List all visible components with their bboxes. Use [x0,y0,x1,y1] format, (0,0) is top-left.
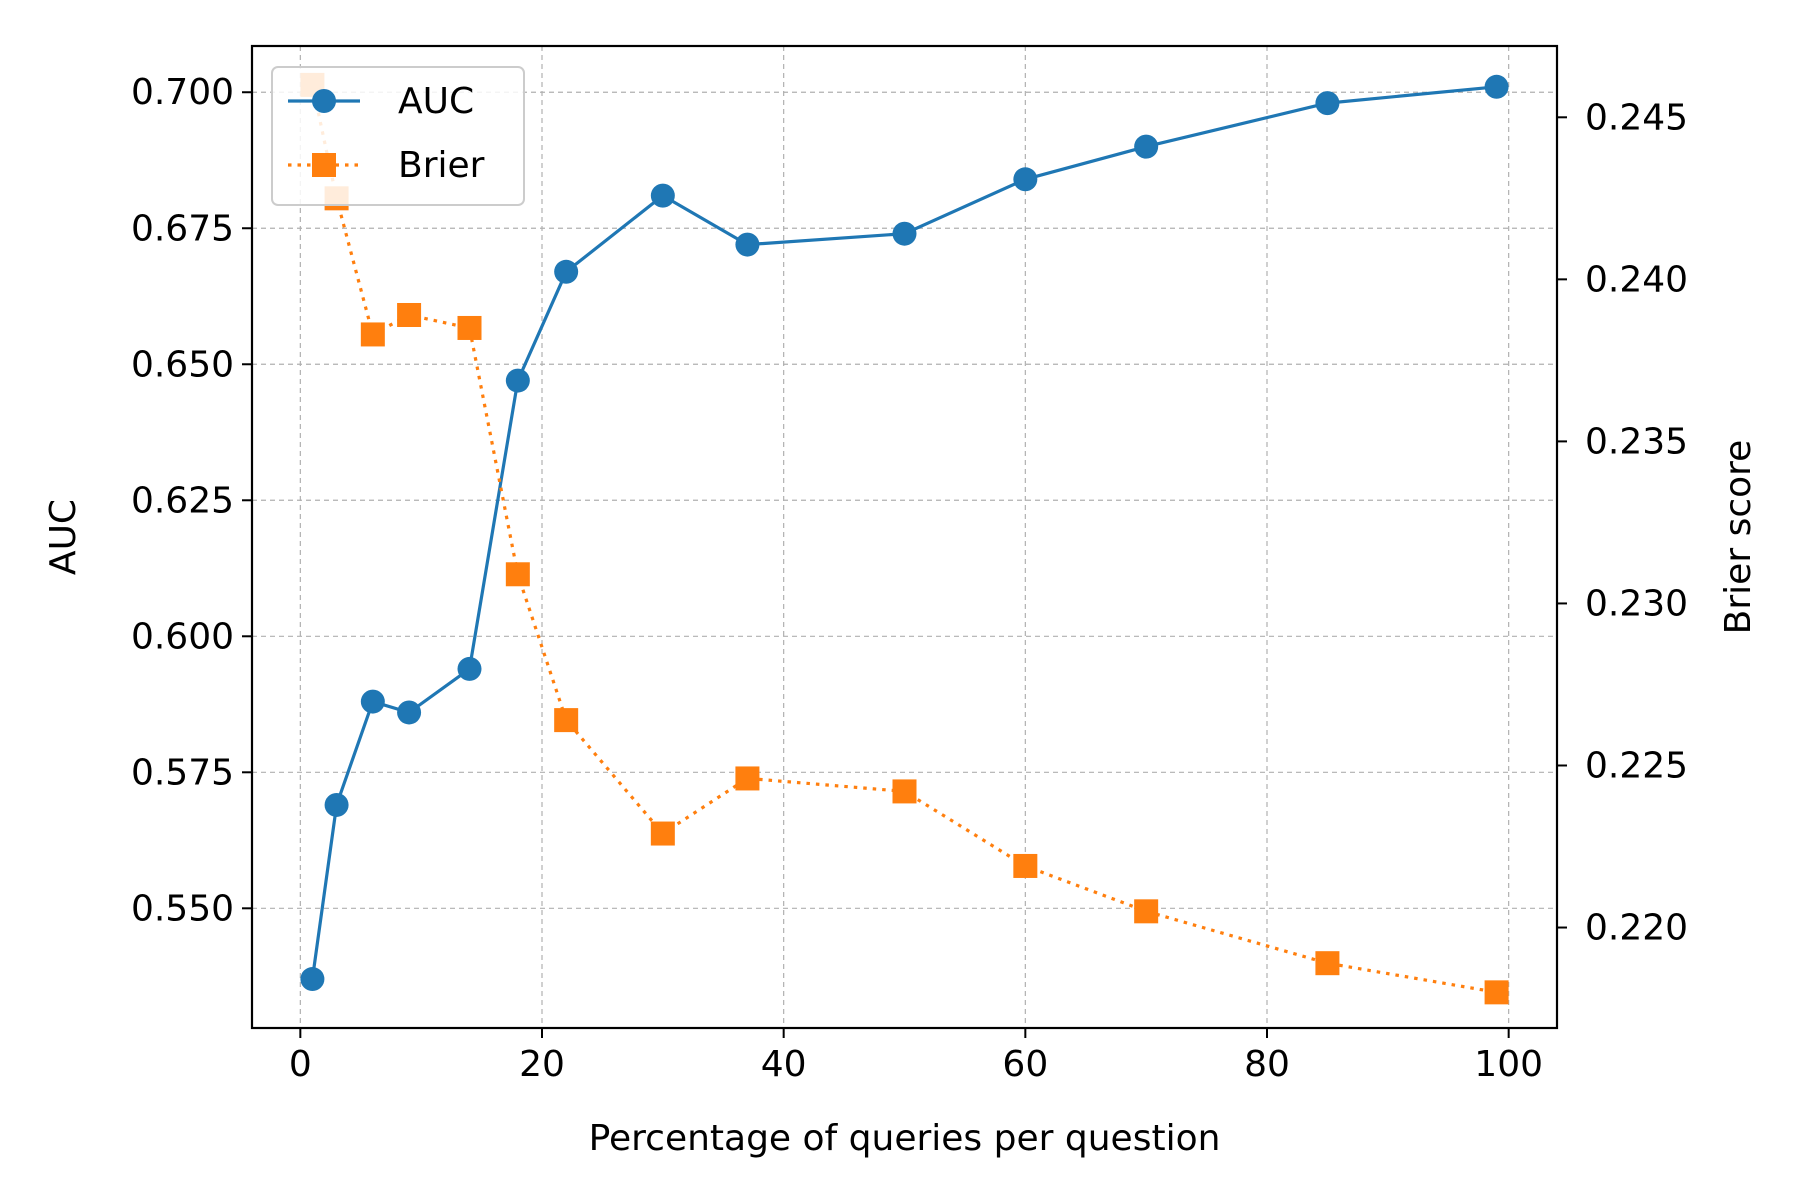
y-left-tick-label: 0.600 [131,616,234,657]
brier-point [360,322,385,347]
y-axis-left: 0.550 0.575 0.600 0.625 0.650 0.675 0.700 [131,72,252,929]
y-right-tick-label: 0.240 [1585,259,1688,300]
series-lines [310,84,1497,994]
auc-point [554,259,579,284]
x-tick-label: 100 [1474,1044,1543,1085]
brier-point [650,821,675,846]
y-axis-right-title: Brier score [1718,440,1759,635]
auc-legend-label: AUC [398,81,474,122]
brier-series-line [310,84,1497,994]
brier-point [892,779,917,804]
y-left-tick-label: 0.700 [131,72,234,113]
auc-point [650,183,675,208]
auc-point [324,792,349,817]
y-left-tick-label: 0.675 [131,208,234,249]
y-left-tick-label: 0.625 [131,480,234,521]
y-right-tick-label: 0.245 [1585,97,1688,138]
auc-legend-marker [312,89,336,113]
x-tick-label: 80 [1244,1044,1290,1085]
brier-point [1315,951,1340,976]
auc-point [735,232,760,257]
plot-frame [250,44,1559,1030]
y-right-tick-label: 0.230 [1585,583,1688,624]
auc-point [457,656,482,681]
auc-point [505,368,530,393]
auc-point [1134,134,1159,159]
y-left-tick-label: 0.650 [131,344,234,385]
auc-point [1484,74,1509,99]
brier-point [1013,853,1038,878]
x-axis-title: Percentage of queries per question [589,1118,1221,1159]
brier-point [1134,899,1159,924]
x-axis: 0 20 40 60 80 100 [289,1028,1543,1085]
x-tick-label: 60 [1002,1044,1048,1085]
auc-point [1013,167,1038,192]
legend: AUC Brier [271,66,525,206]
y-right-tick-label: 0.225 [1585,745,1688,786]
brier-point [1484,980,1509,1005]
y-left-tick-label: 0.550 [131,888,234,929]
auc-series-line [310,85,1497,980]
brier-point [505,562,530,587]
brier-point [554,708,579,733]
brier-legend-label: Brier [398,145,485,186]
brier-point [457,315,482,340]
grid-lines [252,46,1557,1028]
x-tick-label: 40 [761,1044,807,1085]
auc-point [300,967,325,992]
auc-point [360,689,385,714]
auc-point [892,221,917,246]
brier-legend-marker [312,153,336,177]
y-right-tick-label: 0.235 [1585,421,1688,462]
brier-point [735,766,760,791]
auc-point [1315,91,1340,116]
y-left-tick-label: 0.575 [131,752,234,793]
y-axis-left-title: AUC [43,499,84,575]
auc-point [397,700,422,725]
x-tick-label: 0 [289,1044,312,1085]
series-markers [300,72,1509,1005]
brier-point [397,302,422,327]
y-axis-right: 0.220 0.225 0.230 0.235 0.240 0.245 [1557,97,1688,949]
y-right-tick-label: 0.220 [1585,908,1688,949]
x-tick-label: 20 [519,1044,565,1085]
